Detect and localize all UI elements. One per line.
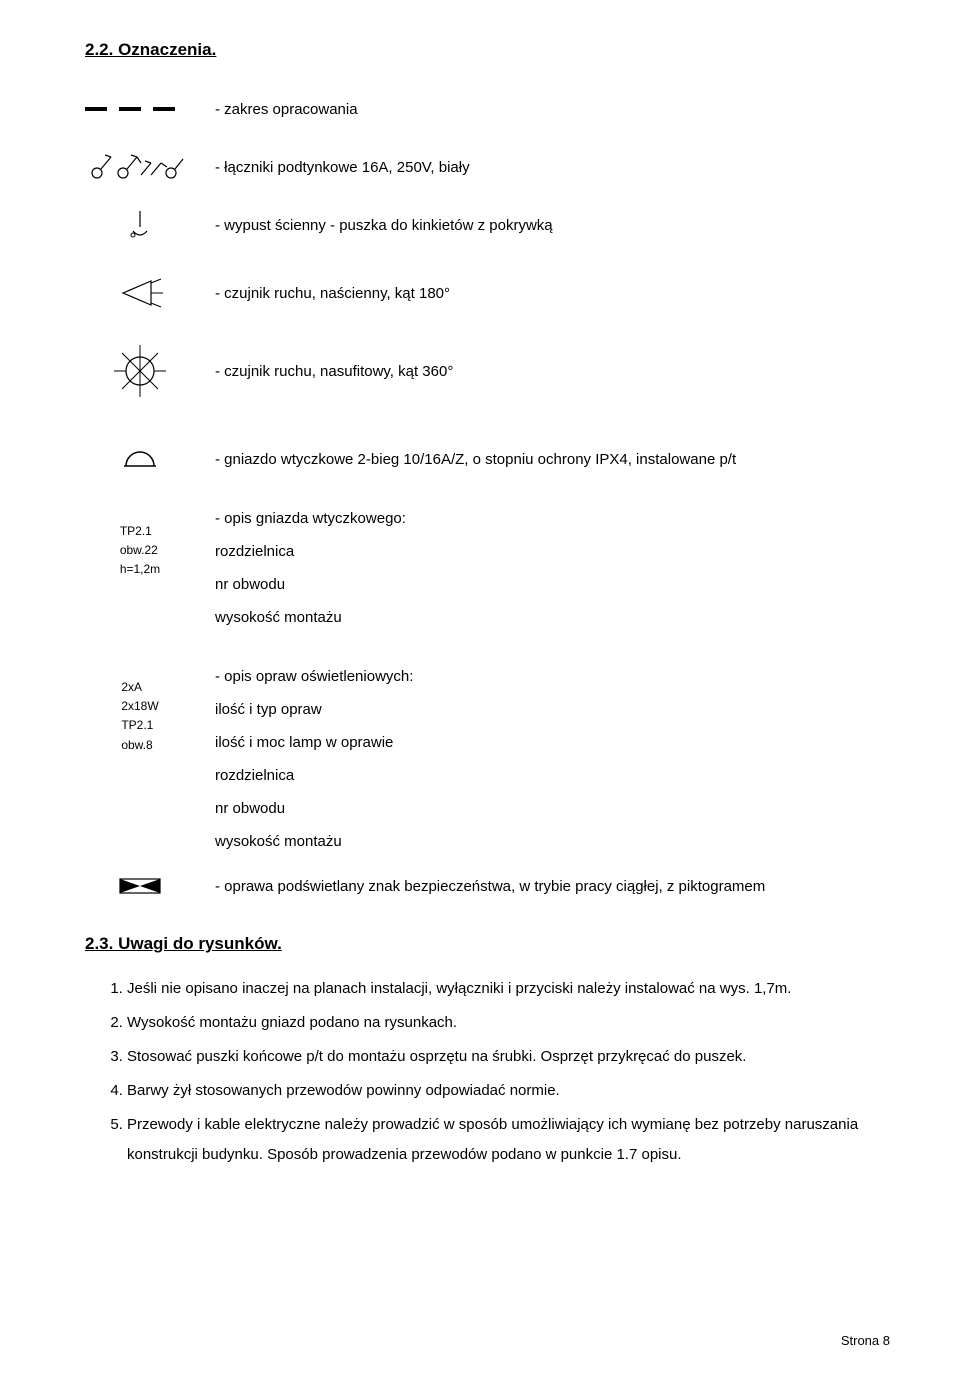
note-4: Barwy żył stosowanych przewodów powinny … xyxy=(127,1076,890,1106)
desc-emergency: - oprawa podświetlany znak bezpieczeństw… xyxy=(195,878,890,895)
note-5: Przewody i kable elektryczne należy prow… xyxy=(127,1110,890,1170)
symbol-emergency xyxy=(85,876,195,896)
socket-def-list: - opis gniazda wtyczkowego: rozdzielnica… xyxy=(195,502,406,634)
luminaire-def3: rozdzielnica xyxy=(215,759,413,792)
luminaire-def1: ilość i typ opraw xyxy=(215,693,413,726)
socket-l3: h=1,2m xyxy=(120,560,160,579)
luminaire-l3: TP2.1 xyxy=(121,716,158,735)
note-2: Wysokość montażu gniazd podano na rysunk… xyxy=(127,1008,890,1038)
symbol-laczniki xyxy=(85,149,195,185)
luminaire-def-list: - opis opraw oświetleniowych: ilość i ty… xyxy=(195,660,413,858)
symbol-czujnik180 xyxy=(85,273,195,313)
legend-row-zakres: - zakres opracowania xyxy=(85,84,890,134)
socket-def3: wysokość montażu xyxy=(215,601,406,634)
luminaire-def-head: - opis opraw oświetleniowych: xyxy=(215,660,413,693)
socket-def2: nr obwodu xyxy=(215,568,406,601)
socket-def1: rozdzielnica xyxy=(215,535,406,568)
luminaire-l1: 2xA xyxy=(121,678,158,697)
symbol-czujnik360 xyxy=(85,341,195,401)
legend-row-emergency: - oprawa podświetlany znak bezpieczeństw… xyxy=(85,866,890,906)
desc-wypust: - wypust ścienny - puszka do kinkietów z… xyxy=(195,217,890,234)
legend-row-socket-label: TP2.1 obw.22 h=1,2m - opis gniazda wtycz… xyxy=(85,502,890,634)
notes-list: Jeśli nie opisano inaczej na planach ins… xyxy=(85,974,890,1170)
desc-czujnik360: - czujnik ruchu, nasufitowy, kąt 360° xyxy=(195,363,890,380)
page-footer: Strona 8 xyxy=(841,1333,890,1348)
symbol-wypust xyxy=(85,207,195,243)
luminaire-l4: obw.8 xyxy=(121,736,158,755)
luminaire-def2: ilość i moc lamp w oprawie xyxy=(215,726,413,759)
legend-row-laczniki: - łączniki podtynkowe 16A, 250V, biały xyxy=(85,142,890,192)
socket-l2: obw.22 xyxy=(120,541,160,560)
socket-l1: TP2.1 xyxy=(120,522,160,541)
socket-def-head: - opis gniazda wtyczkowego: xyxy=(215,502,406,535)
desc-czujnik180: - czujnik ruchu, naścienny, kąt 180° xyxy=(195,285,890,302)
desc-zakres: - zakres opracowania xyxy=(195,101,890,118)
symbol-luminaire-label: 2xA 2x18W TP2.1 obw.8 xyxy=(85,660,195,755)
luminaire-l2: 2x18W xyxy=(121,697,158,716)
desc-laczniki: - łączniki podtynkowe 16A, 250V, biały xyxy=(195,159,890,176)
legend-row-czujnik360: - czujnik ruchu, nasufitowy, kąt 360° xyxy=(85,336,890,406)
luminaire-def4: nr obwodu xyxy=(215,792,413,825)
luminaire-def5: wysokość montażu xyxy=(215,825,413,858)
section-23-heading: 2.3. Uwagi do rysunków. xyxy=(85,934,890,954)
legend-row-wypust: - wypust ścienny - puszka do kinkietów z… xyxy=(85,200,890,250)
note-1: Jeśli nie opisano inaczej na planach ins… xyxy=(127,974,890,1004)
desc-gniazdo: - gniazdo wtyczkowe 2-bieg 10/16A/Z, o s… xyxy=(195,451,890,468)
legend-row-gniazdo: - gniazdo wtyczkowe 2-bieg 10/16A/Z, o s… xyxy=(85,434,890,484)
symbol-gniazdo xyxy=(85,446,195,472)
note-3: Stosować puszki końcowe p/t do montażu o… xyxy=(127,1042,890,1072)
symbol-zakres xyxy=(85,99,195,119)
symbol-socket-label: TP2.1 obw.22 h=1,2m xyxy=(85,502,195,580)
legend-row-luminaire-label: 2xA 2x18W TP2.1 obw.8 - opis opraw oświe… xyxy=(85,660,890,858)
legend-row-czujnik180: - czujnik ruchu, naścienny, kąt 180° xyxy=(85,268,890,318)
section-22-heading: 2.2. Oznaczenia. xyxy=(85,40,890,60)
